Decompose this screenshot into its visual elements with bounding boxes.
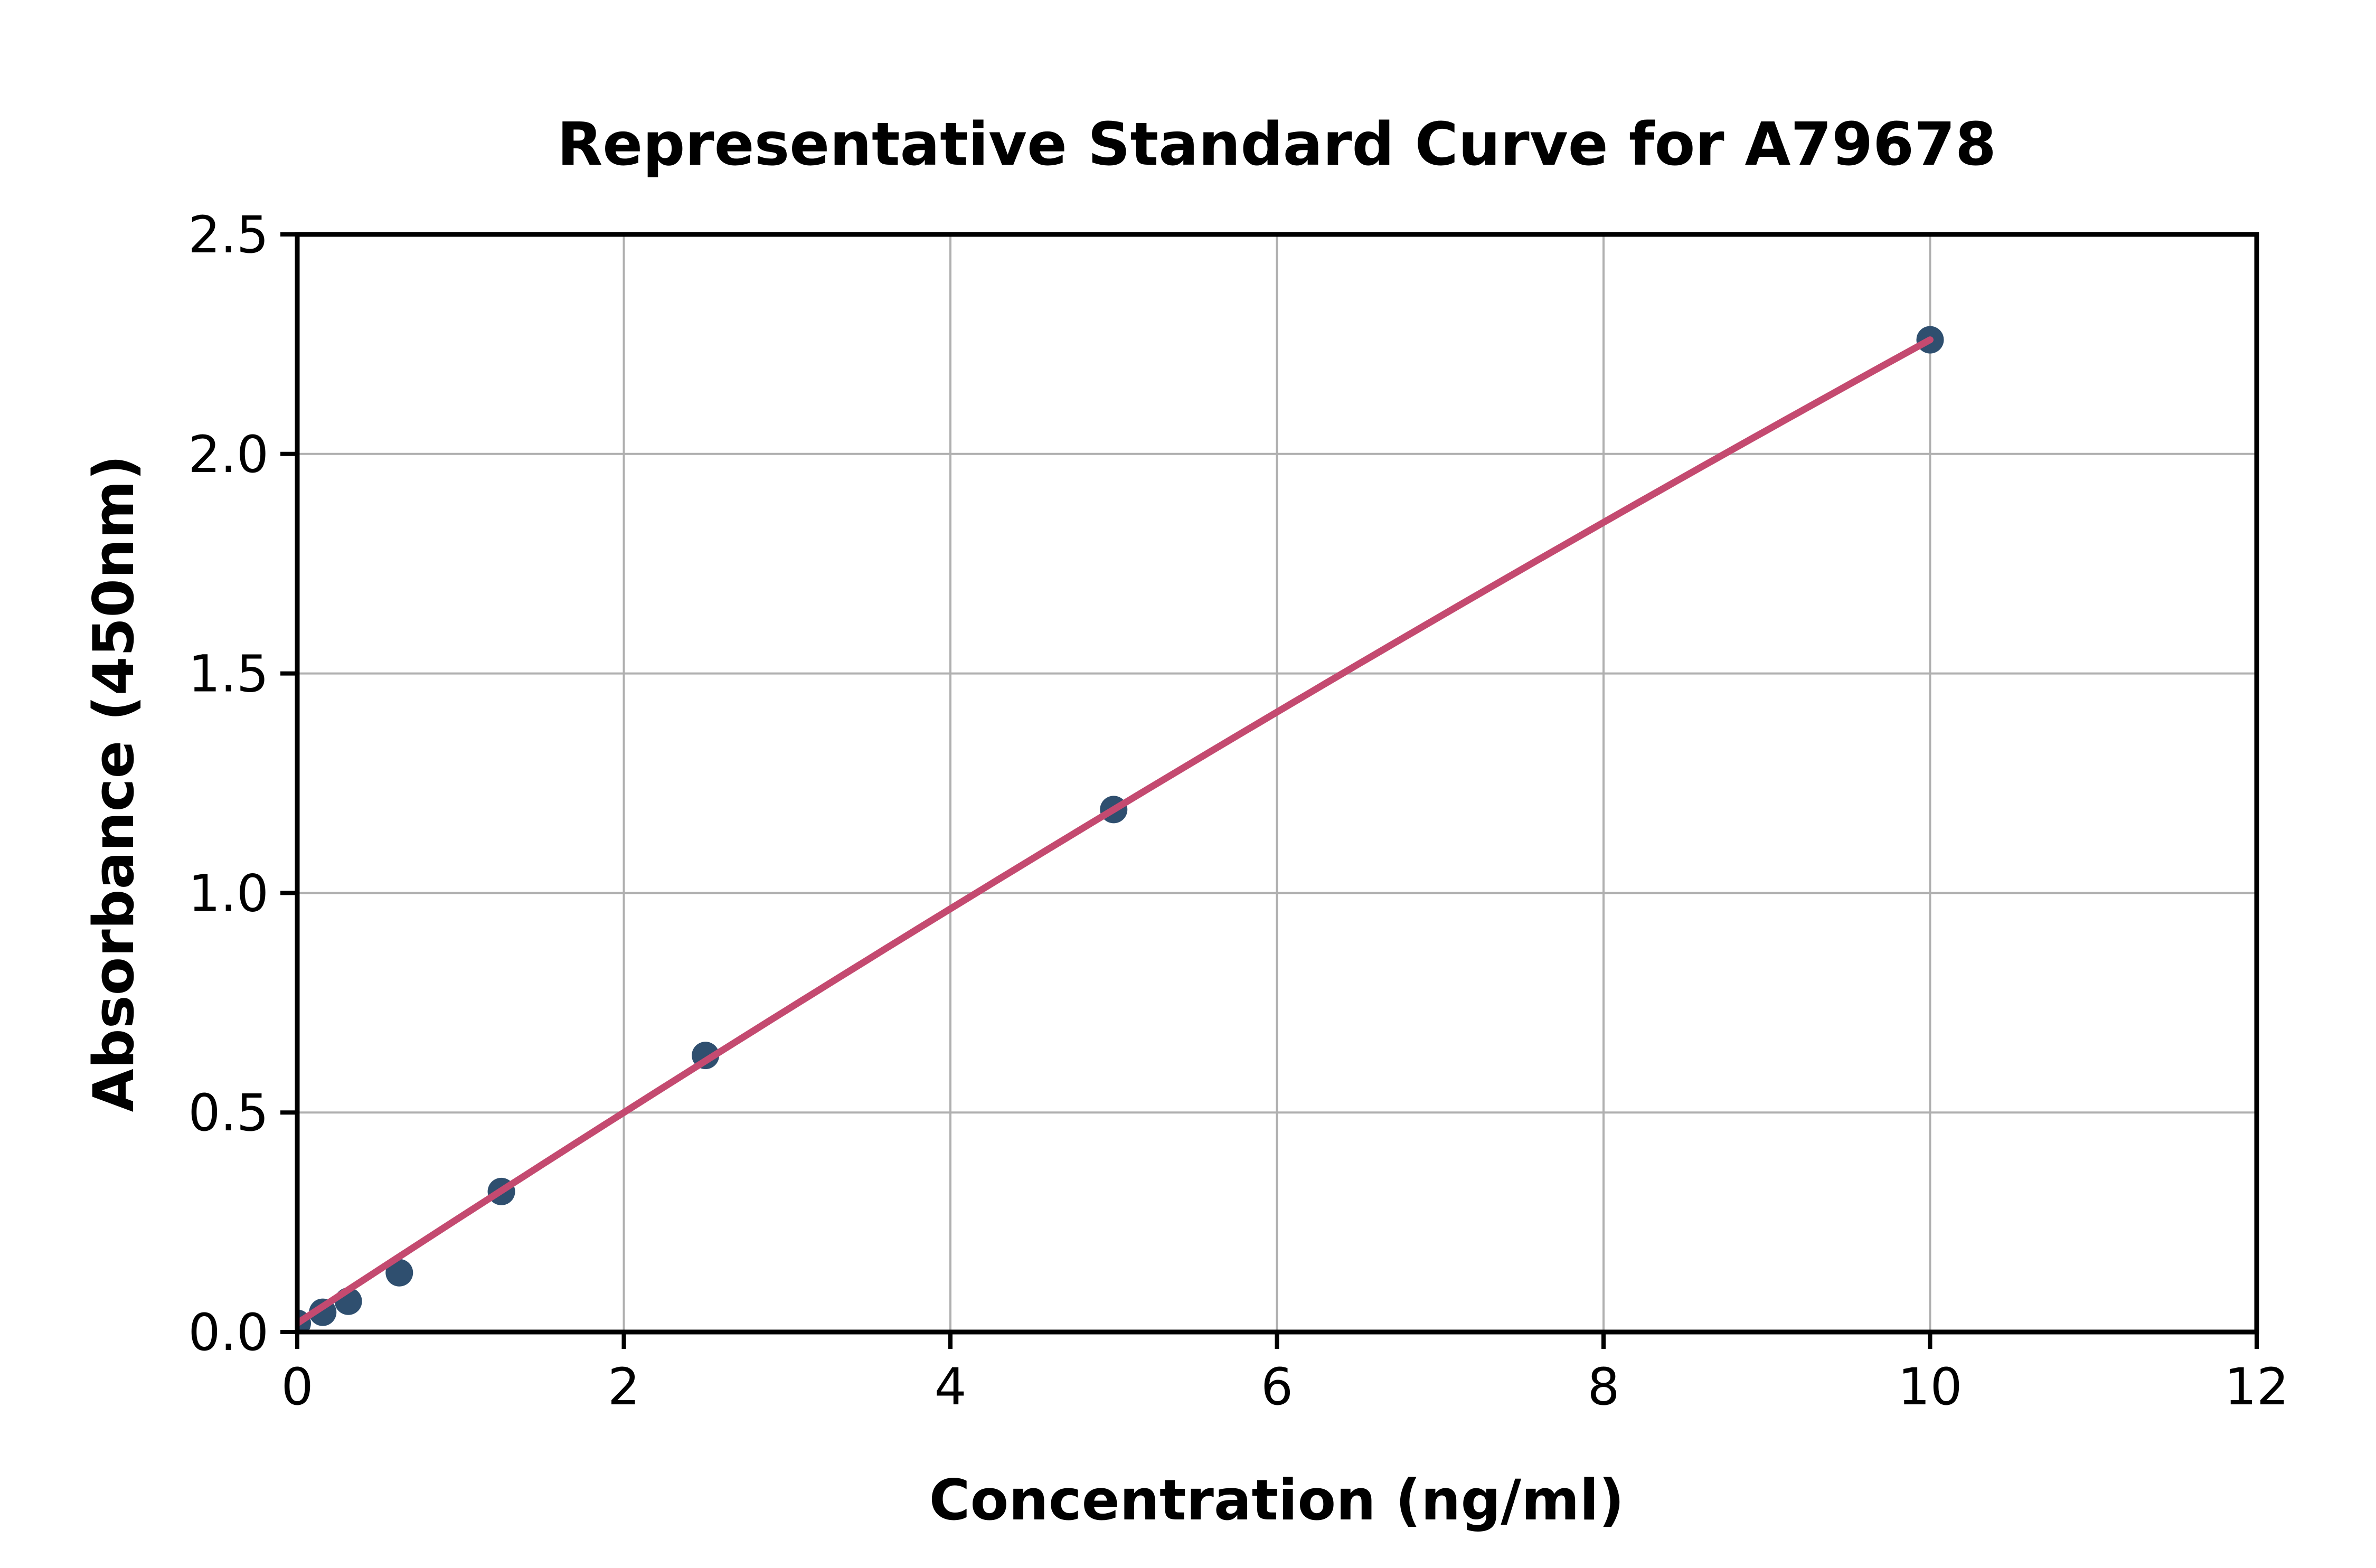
x-tick-label: 8 — [1587, 1357, 1619, 1416]
x-tick-labels: 0 2 4 6 8 10 12 — [281, 1357, 2289, 1416]
x-tick-label: 4 — [934, 1357, 966, 1416]
x-tick-label: 10 — [1898, 1357, 1962, 1416]
x-tick-label: 0 — [281, 1357, 313, 1416]
y-tick-label: 2.0 — [188, 425, 269, 484]
fit-line — [297, 336, 1934, 1327]
x-tick-label: 2 — [608, 1357, 640, 1416]
y-tick-label: 1.0 — [188, 864, 269, 923]
x-tick-label: 6 — [1261, 1357, 1293, 1416]
y-tick-label: 0.5 — [188, 1083, 269, 1142]
data-point — [385, 1259, 413, 1287]
grid-lines — [297, 234, 2257, 1332]
y-tick-label: 0.0 — [188, 1303, 269, 1362]
x-tick-label: 12 — [2224, 1357, 2289, 1416]
chart-title: Representative Standard Curve for A79678 — [557, 110, 1996, 179]
axis-frame — [295, 232, 2259, 1335]
axis-ticks — [280, 232, 2259, 1349]
fit-line-group — [297, 336, 1934, 1327]
y-tick-labels: 0.0 0.5 1.0 1.5 2.0 2.5 — [188, 205, 269, 1362]
x-axis-label: Concentration (ng/ml) — [929, 1468, 1625, 1533]
y-tick-label: 1.5 — [188, 645, 269, 704]
y-axis-label: Absorbance (450nm) — [81, 455, 146, 1112]
y-tick-label: 2.5 — [188, 205, 269, 265]
